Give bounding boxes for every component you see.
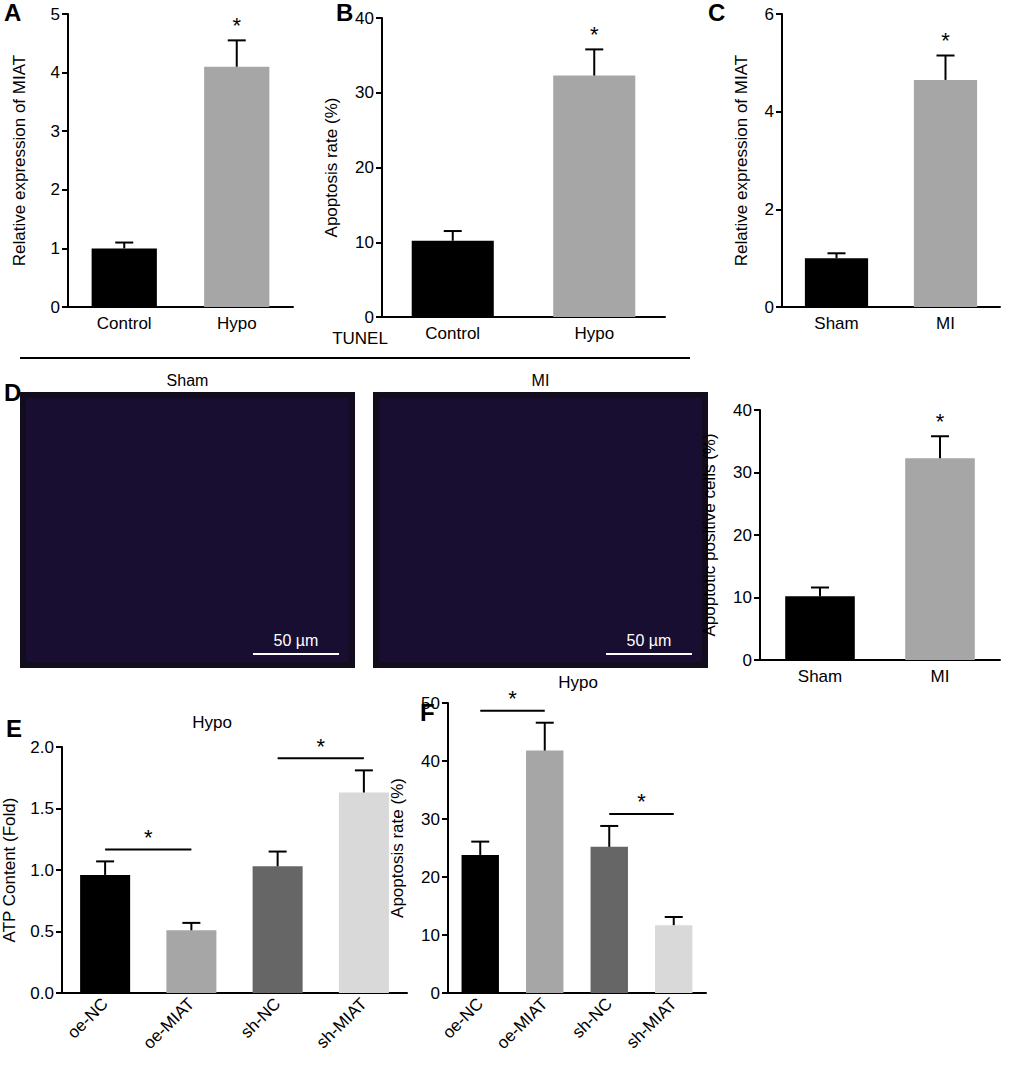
svg-text:ATP Content (Fold): ATP Content (Fold) [0, 798, 19, 943]
svg-text:30: 30 [733, 463, 752, 482]
svg-text:0: 0 [365, 308, 374, 327]
svg-text:Relative expression of MIAT: Relative expression of MIAT [732, 55, 751, 266]
svg-text:oe-MIAT: oe-MIAT [140, 994, 199, 1053]
svg-text:20: 20 [355, 158, 374, 177]
svg-text:sh-NC: sh-NC [568, 994, 615, 1041]
svg-text:D: D [4, 379, 21, 406]
svg-text:sh-NC: sh-NC [237, 994, 284, 1041]
svg-text:Apoptosis rate (%): Apoptosis rate (%) [322, 98, 341, 238]
svg-text:5: 5 [51, 5, 60, 24]
svg-text:10: 10 [355, 233, 374, 252]
svg-text:A: A [4, 0, 21, 26]
svg-text:2.0: 2.0 [30, 738, 54, 757]
svg-text:4: 4 [765, 102, 774, 121]
svg-text:50 µm: 50 µm [274, 632, 319, 649]
svg-text:40: 40 [355, 9, 374, 28]
svg-text:*: * [637, 789, 646, 814]
svg-text:4: 4 [51, 63, 60, 82]
svg-text:2: 2 [51, 180, 60, 199]
svg-text:10: 10 [421, 926, 440, 945]
svg-text:E: E [6, 715, 22, 742]
svg-text:0.5: 0.5 [30, 922, 54, 941]
svg-text:0: 0 [765, 298, 774, 317]
svg-text:Control: Control [97, 314, 152, 333]
svg-text:30: 30 [355, 83, 374, 102]
svg-text:*: * [316, 734, 325, 759]
svg-text:oe-NC: oe-NC [439, 994, 487, 1042]
svg-text:Hypo: Hypo [558, 673, 598, 692]
svg-text:Apoptosis rate (%): Apoptosis rate (%) [388, 778, 407, 918]
svg-text:MI: MI [931, 667, 950, 686]
svg-text:*: * [144, 825, 153, 850]
svg-text:1.5: 1.5 [30, 799, 54, 818]
svg-text:B: B [336, 0, 353, 26]
svg-text:Hypo: Hypo [217, 314, 257, 333]
svg-text:1: 1 [51, 239, 60, 258]
svg-text:MI: MI [936, 314, 955, 333]
svg-text:*: * [590, 22, 599, 47]
svg-text:40: 40 [733, 401, 752, 420]
svg-text:50 µm: 50 µm [627, 632, 672, 649]
svg-text:*: * [936, 409, 945, 434]
svg-text:0: 0 [743, 651, 752, 670]
svg-text:Hypo: Hypo [574, 324, 614, 343]
svg-text:oe-NC: oe-NC [64, 994, 112, 1042]
svg-text:10: 10 [733, 588, 752, 607]
svg-text:0: 0 [431, 984, 440, 1003]
svg-text:*: * [941, 28, 950, 53]
svg-text:*: * [232, 13, 241, 38]
svg-text:6: 6 [765, 5, 774, 24]
svg-text:C: C [708, 0, 725, 26]
svg-text:Apoptotic positive cells (%): Apoptotic positive cells (%) [700, 433, 719, 636]
svg-text:Relative expression of MIAT: Relative expression of MIAT [10, 55, 29, 266]
svg-text:Sham: Sham [814, 314, 858, 333]
svg-text:30: 30 [421, 810, 440, 829]
svg-text:0: 0 [51, 298, 60, 317]
svg-text:50: 50 [421, 694, 440, 713]
svg-text:Sham: Sham [798, 667, 842, 686]
svg-text:sh-MIAT: sh-MIAT [313, 994, 371, 1052]
svg-text:3: 3 [51, 122, 60, 141]
svg-text:*: * [508, 686, 517, 711]
svg-text:20: 20 [421, 868, 440, 887]
svg-text:20: 20 [733, 526, 752, 545]
svg-text:2: 2 [765, 200, 774, 219]
svg-text:40: 40 [421, 752, 440, 771]
svg-text:TUNEL: TUNEL [332, 329, 388, 348]
svg-text:Sham: Sham [167, 372, 209, 389]
svg-text:Control: Control [425, 324, 480, 343]
svg-text:Hypo: Hypo [192, 713, 232, 732]
svg-text:oe-MIAT: oe-MIAT [493, 994, 552, 1053]
svg-text:0.0: 0.0 [30, 984, 54, 1003]
svg-text:MI: MI [532, 372, 550, 389]
svg-text:1.0: 1.0 [30, 861, 54, 880]
svg-text:sh-MIAT: sh-MIAT [623, 994, 681, 1052]
